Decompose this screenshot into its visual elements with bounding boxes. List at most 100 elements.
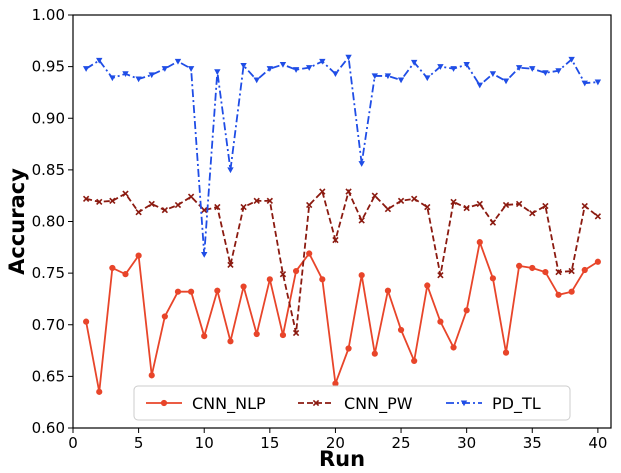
data-point [581,80,588,87]
data-point [135,209,142,216]
marker-stroke [424,203,431,211]
y-tick-label: 0.75 [32,264,65,282]
series-layer [82,54,602,395]
data-point [437,318,444,325]
data-point [266,197,273,205]
data-point [515,65,523,71]
marker-stroke [358,217,365,224]
series-cnn-pw [82,188,602,337]
data-point [516,262,523,269]
data-point [371,192,378,199]
marker-stroke [371,192,378,199]
data-point [437,272,444,279]
marker-stroke [450,198,457,206]
data-point [266,66,274,72]
data-point [122,190,129,197]
marker-stroke [411,195,418,202]
data-point [384,205,392,213]
data-point [253,77,260,84]
marker-stroke [135,209,142,216]
data-point [489,219,497,226]
data-point [410,59,418,66]
data-point [109,197,116,205]
y-tick-label: 0.65 [32,367,65,385]
data-point [201,251,208,258]
marker-stroke [122,190,129,197]
data-point [345,345,352,352]
y-tick-label: 0.60 [32,419,65,437]
data-point [529,264,536,272]
data-point [187,288,195,295]
data-point [397,326,405,334]
data-point [358,161,365,167]
data-point [187,193,195,200]
marker-stroke [174,201,182,209]
x-tick-label: 10 [195,434,214,452]
y-tick-label: 0.95 [32,58,65,76]
data-point [411,357,418,364]
data-point [292,329,300,337]
data-point [96,57,103,64]
data-point [227,338,234,345]
data-point [135,76,142,83]
marker-stroke [437,272,444,279]
data-point [305,65,313,71]
data-point [502,201,510,209]
data-point [82,66,90,72]
marker-stroke [502,201,510,209]
data-point [594,258,601,265]
data-point [542,268,549,276]
data-point [253,330,260,338]
x-tick-label: 5 [134,434,144,452]
data-point [515,200,523,208]
data-point [371,350,378,357]
data-point [476,239,483,246]
data-point [594,79,602,86]
legend-item-pd-tl: PD_TL [446,394,541,414]
data-point [201,333,208,340]
series-pd-tl [82,54,602,258]
data-point [266,276,273,283]
data-point [450,66,457,72]
marker-stroke [148,200,155,208]
data-point [489,71,497,78]
data-point [83,318,90,325]
data-point [463,62,470,68]
data-point [214,69,221,75]
data-point [384,287,392,294]
data-point [122,71,129,78]
data-point [148,72,155,79]
y-tick-label: 1.00 [32,6,65,24]
data-point [109,264,116,272]
legend-item-cnn-pw: CNN_PW [298,394,413,414]
data-point [227,167,234,174]
y-tick-label: 0.90 [32,109,65,127]
data-point [555,291,562,298]
data-point [214,287,221,294]
legend-marker [160,399,168,407]
data-point [174,201,182,209]
marker-stroke [227,261,234,269]
data-point [371,73,379,80]
data-point [542,70,549,77]
data-point [240,203,247,211]
x-tick-label: 25 [392,434,411,452]
marker-stroke [397,197,405,205]
marker-stroke [96,198,103,206]
data-point [502,78,510,85]
data-point [463,307,470,314]
marker-stroke [594,213,602,220]
data-point [358,272,365,279]
data-point [279,62,287,68]
x-tick-label: 35 [523,434,542,452]
marker-stroke [279,270,287,278]
data-point [411,195,418,202]
marker-stroke [529,210,536,217]
marker-stroke [319,188,326,195]
ticks-layer: 0 5 10 15 20 25 30 35 40 0.60 0.65 0.70 0.75 0.80 0.85… [32,6,608,452]
data-point [135,252,142,259]
marker-stroke [253,197,260,205]
data-point [201,206,208,214]
data-point [463,204,470,212]
